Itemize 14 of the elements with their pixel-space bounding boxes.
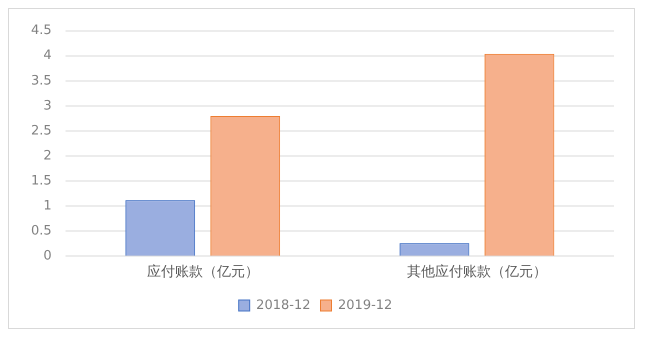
y-tick-label: 1.5 <box>30 173 52 188</box>
y-tick-label: 0 <box>43 248 52 264</box>
x-tick-label: 应付账款（亿元） <box>146 264 259 280</box>
legend-label: 2019-12 <box>338 298 392 313</box>
y-tick-label: 2 <box>43 148 52 164</box>
y-tick-label: 1 <box>43 198 52 214</box>
y-tick-label: 0.5 <box>30 224 52 239</box>
x-tick-label: 其他应付账款（亿元） <box>406 264 547 280</box>
y-tick-label: 4 <box>43 48 52 64</box>
y-tick-label: 2.5 <box>30 123 52 138</box>
y-tick-label: 3 <box>43 98 52 114</box>
y-tick-label: 3.5 <box>30 73 52 88</box>
legend-label: 2018-12 <box>256 298 311 313</box>
y-tick-label: 4.5 <box>30 23 52 38</box>
